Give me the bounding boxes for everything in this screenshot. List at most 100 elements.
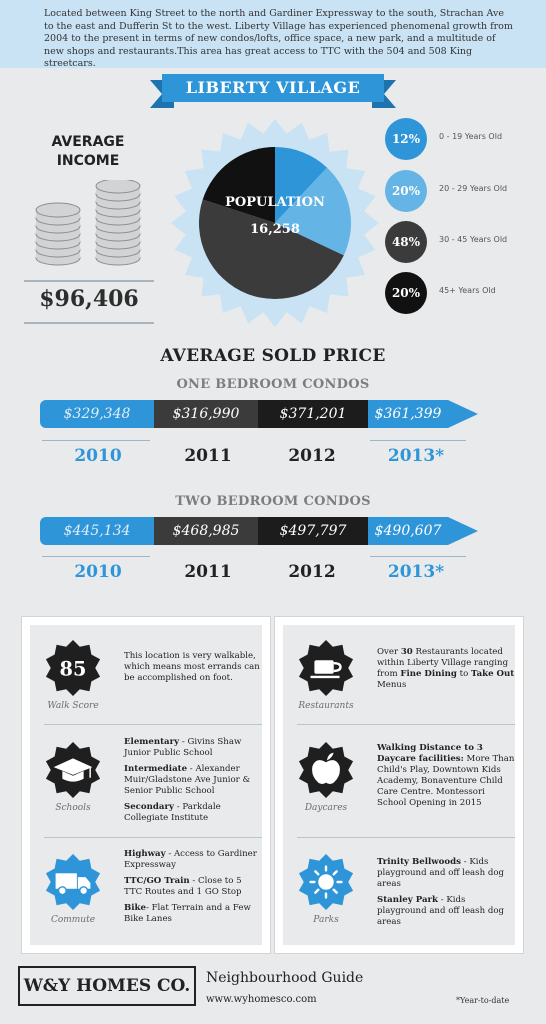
price-2012: $371,201 [258, 400, 368, 428]
year-2010: 2010 [74, 562, 122, 582]
age-percent-badge: 12% [385, 118, 427, 160]
secondary-label: Secondary [124, 802, 174, 812]
age-percent-badge: 48% [385, 221, 427, 263]
arrow-icon [448, 400, 478, 428]
restaurants-text-3: to [456, 669, 471, 679]
commute-text: Highway - Access to Gardiner Expressway … [124, 849, 262, 930]
pie-slice-0 [275, 147, 328, 223]
graduation-cap-icon [45, 741, 101, 799]
age-percent-badge: 20% [385, 272, 427, 314]
arrow-icon [448, 517, 478, 545]
daycares-body: More Than Child's Play, Downtown Kids Ac… [377, 754, 515, 808]
income-title-line2: INCOME [56, 153, 120, 169]
website-link[interactable]: www.wyhomesco.com [206, 994, 317, 1005]
daycares-caption: Daycares [304, 803, 348, 813]
divider [44, 724, 262, 725]
sun-icon [298, 853, 354, 911]
park-2-label: Stanley Park [377, 895, 438, 905]
restaurants-caption: Restaurants [298, 701, 354, 711]
elementary-label: Elementary [124, 737, 180, 747]
amenities-panel-left: 85 Walk Score This location is very walk… [21, 616, 271, 954]
population-value: 16,258 [250, 222, 300, 237]
page-title: LIBERTY VILLAGE [162, 74, 384, 102]
price-2012: $497,797 [258, 517, 368, 545]
elementary-value: - Givins Shaw Junior Public School [124, 737, 242, 758]
year-2011: 2011 [184, 562, 232, 582]
guide-title: Neighbourhood Guide [206, 970, 364, 986]
bike-value: - Flat Terrain and a Few Bike Lanes [124, 903, 251, 924]
year-2013: 2013* [387, 446, 445, 466]
intermediate-value: - Alexander Muir/Gladstone Ave Junior & … [124, 764, 251, 796]
price-2010: $445,134 [40, 517, 154, 545]
secondary-value: - Parkdale Collegiate Institute [124, 802, 221, 823]
sold-price-title: AVERAGE SOLD PRICE [160, 346, 386, 366]
price-2010: $329,348 [40, 400, 154, 428]
parks-caption: Parks [313, 915, 339, 925]
year-2012: 2012 [288, 562, 336, 582]
pie-slice-3 [202, 147, 275, 223]
ttc-label: TTC/GO Train [124, 876, 190, 886]
price-2013: $361,399 [368, 400, 448, 428]
walk-score-caption: Walk Score [47, 701, 99, 711]
pie-slice-1 [275, 167, 352, 256]
divider [297, 724, 515, 725]
income-divider-bottom [24, 322, 154, 324]
intermediate-label: Intermediate [124, 764, 188, 774]
park-1-value: - Kids playground and off leash dog area… [377, 857, 505, 889]
price-2011: $316,990 [154, 400, 258, 428]
restaurants-text-4: Menus [377, 680, 407, 690]
parks-text: Trinity Bellwoods - Kids playground and … [377, 857, 515, 933]
two-bedroom-price-bar: $445,134 $468,985 $497,797 $490,607 [40, 517, 478, 545]
population-label: POPULATION 16,258 [210, 195, 340, 237]
income-title-line1: AVERAGE [51, 134, 125, 150]
highway-label: Highway [124, 849, 166, 859]
income-value: $96,406 [39, 286, 139, 312]
highway-value: - Access to Gardiner Expressway [124, 849, 257, 870]
year-2010: 2010 [74, 446, 122, 466]
restaurants-count: 30 [400, 647, 413, 657]
year-rule [42, 440, 150, 441]
year-to-date-note: *Year-to-date [456, 996, 510, 1005]
restaurants-text-2: Restaurants located within Liberty Villa… [377, 647, 509, 679]
restaurants-text-1: Over [377, 647, 401, 657]
two-bedroom-title: TWO BEDROOM CONDOS [175, 494, 371, 509]
park-2-value: - Kids playground and off leash dog area… [377, 895, 505, 927]
bike-label: Bike [124, 903, 146, 913]
intro-text: Located between King Street to the north… [0, 0, 546, 69]
divider [297, 837, 515, 838]
walk-score-badge: 85 [45, 639, 101, 697]
year-rule [370, 556, 466, 557]
year-2013: 2013* [387, 562, 445, 582]
population-pie-chart [171, 119, 379, 327]
pie-slice-2 [198, 199, 344, 300]
income-divider-top [24, 280, 154, 282]
coin-stack-icon [35, 180, 141, 266]
fine-dining-label: Fine Dining [400, 669, 457, 679]
age-range-label: 30 - 45 Years Old [439, 235, 508, 244]
age-range-label: 0 - 19 Years Old [439, 132, 503, 141]
take-out-label: Take Out [471, 669, 515, 679]
income-title: AVERAGE INCOME [30, 133, 146, 171]
coffee-cup-icon [298, 639, 354, 697]
amenities-panel-right: Restaurants Over 30 Restaurants located … [274, 616, 524, 954]
population-title: POPULATION [225, 195, 325, 210]
one-bedroom-title: ONE BEDROOM CONDOS [176, 377, 370, 392]
year-2011: 2011 [184, 446, 232, 466]
year-rule [42, 556, 150, 557]
schools-text: Elementary - Givins Shaw Junior Public S… [124, 737, 262, 829]
walk-score-text: This location is very walkable, which me… [124, 651, 260, 683]
one-bedroom-price-bar: $329,348 $316,990 $371,201 $361,399 [40, 400, 478, 428]
restaurants-text: Over 30 Restaurants located within Liber… [377, 647, 515, 691]
walk-score-value: 85 [60, 658, 87, 681]
divider [44, 837, 262, 838]
commute-caption: Commute [50, 915, 96, 925]
daycares-heading: Walking Distance to 3 Daycare facilities… [377, 743, 483, 764]
panel-inner: Restaurants Over 30 Restaurants located … [283, 625, 515, 945]
age-range-label: 20 - 29 Years Old [439, 184, 508, 193]
company-logo: W&Y HOMES CO. [18, 966, 196, 1006]
apple-icon [298, 741, 354, 799]
price-2011: $468,985 [154, 517, 258, 545]
ttc-value: - Close to 5 TTC Routes and 1 GO Stop [124, 876, 242, 897]
age-percent-badge: 20% [385, 170, 427, 212]
truck-icon [45, 853, 101, 911]
